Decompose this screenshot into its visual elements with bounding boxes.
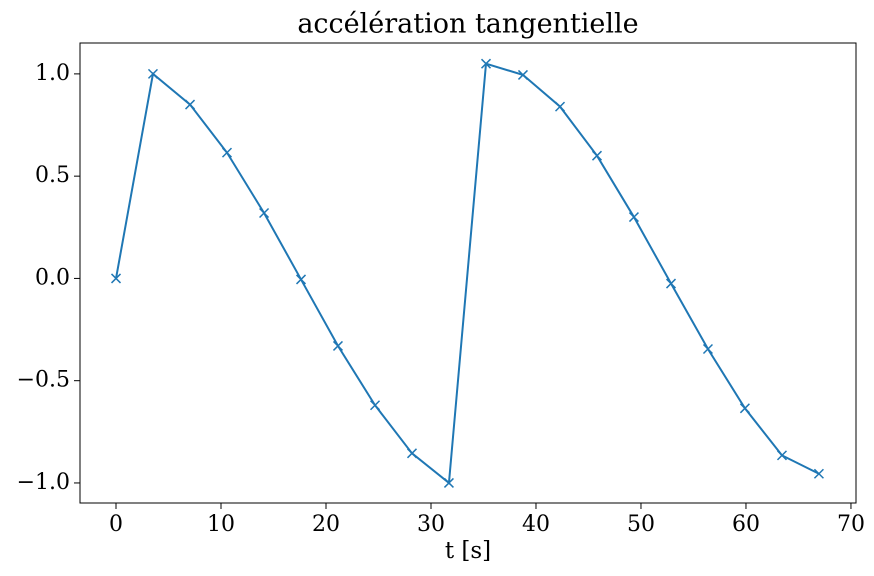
x-axis-label: t [s] bbox=[445, 538, 491, 564]
data-marker bbox=[185, 99, 196, 110]
data-marker bbox=[259, 207, 270, 218]
plot-frame bbox=[79, 42, 857, 504]
data-marker bbox=[591, 150, 603, 161]
data-marker bbox=[702, 343, 713, 355]
x-tick-label: 40 bbox=[522, 512, 550, 537]
y-tick-label: 1.0 bbox=[35, 61, 70, 86]
x-tick-label: 50 bbox=[627, 512, 655, 537]
data-marker bbox=[739, 403, 750, 414]
data-marker bbox=[110, 273, 122, 284]
chart-title: accélération tangentielle bbox=[297, 9, 638, 40]
x-tick-label: 30 bbox=[417, 512, 445, 537]
x-tick-label: 60 bbox=[732, 512, 760, 537]
x-tick-label: 70 bbox=[837, 512, 865, 537]
data-marker bbox=[628, 212, 639, 223]
data-marker bbox=[443, 477, 454, 488]
data-marker bbox=[813, 468, 824, 479]
data-marker bbox=[332, 340, 343, 351]
data-marker bbox=[221, 147, 233, 158]
y-tick-label: 0.5 bbox=[35, 163, 70, 188]
y-tick-label: 0.0 bbox=[35, 265, 70, 290]
data-marker bbox=[406, 448, 418, 459]
data-marker bbox=[665, 278, 677, 289]
x-tick-label: 20 bbox=[312, 512, 340, 537]
data-marker bbox=[369, 400, 381, 411]
data-marker bbox=[147, 68, 159, 79]
y-tick-label: −1.0 bbox=[17, 470, 70, 495]
x-tick-label: 10 bbox=[207, 512, 235, 537]
data-marker bbox=[517, 69, 528, 80]
data-marker bbox=[295, 274, 307, 285]
x-tick-label: 0 bbox=[109, 512, 123, 537]
data-marker bbox=[554, 101, 566, 112]
data-line bbox=[115, 62, 820, 485]
data-marker bbox=[480, 58, 492, 69]
y-tick-label: −0.5 bbox=[17, 368, 70, 393]
data-marker bbox=[776, 450, 788, 461]
